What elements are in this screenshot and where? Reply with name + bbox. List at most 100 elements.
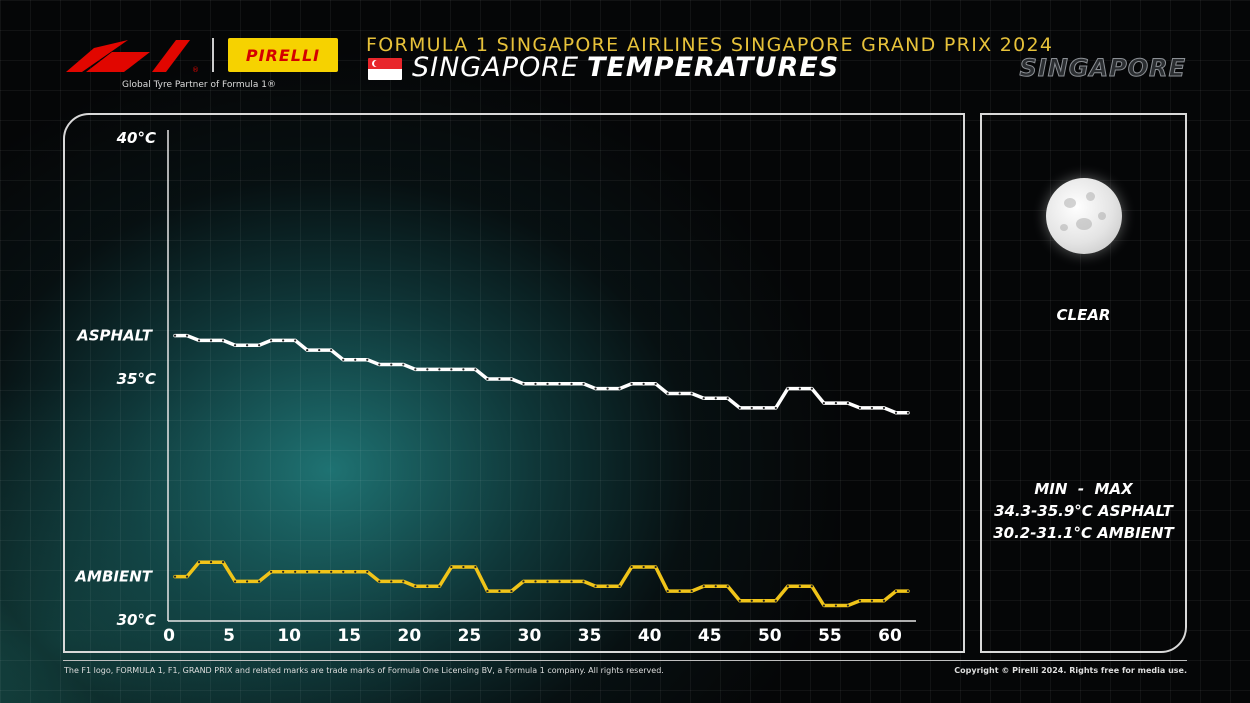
ambient-point	[654, 565, 657, 569]
asphalt-point	[618, 387, 621, 390]
asphalt-point	[762, 406, 765, 410]
x-tick-label: 55	[818, 626, 842, 646]
ambient-point	[582, 580, 585, 583]
asphalt-point	[221, 339, 225, 342]
ambient-point	[822, 604, 825, 607]
ambient-point	[882, 599, 886, 602]
asphalt-point	[486, 377, 489, 381]
ambient-point	[534, 580, 537, 583]
ambient-point	[546, 580, 549, 583]
footer-divider	[63, 660, 1187, 661]
ambient-point	[642, 565, 645, 569]
ambient-point	[678, 589, 681, 593]
ambient-point	[233, 580, 237, 583]
ambient-point	[726, 585, 729, 588]
asphalt-point	[258, 344, 261, 347]
ambient-point	[474, 565, 477, 569]
ambient-point	[245, 580, 249, 583]
x-tick-label: 40	[638, 626, 662, 646]
asphalt-point	[906, 411, 910, 414]
asphalt-point	[462, 368, 465, 371]
ambient-point	[774, 599, 777, 602]
ambient-point	[738, 599, 741, 602]
logo-separator	[212, 38, 214, 72]
asphalt-point	[594, 387, 597, 390]
min-max-header: MIN - MAX	[1034, 480, 1133, 498]
ambient-point	[690, 589, 693, 593]
ambient-point	[318, 570, 321, 573]
asphalt-point	[774, 406, 777, 410]
asphalt-range: 34.3-35.9°C ASPHALT	[994, 502, 1173, 520]
x-tick-label: 10	[277, 626, 301, 646]
ambient-point	[798, 585, 801, 588]
svg-text:®: ®	[192, 66, 199, 74]
asphalt-point	[582, 382, 585, 385]
ambient-point	[306, 570, 309, 573]
ambient-point	[786, 585, 789, 588]
x-tick-label: 20	[397, 626, 421, 646]
ambient-point	[834, 604, 838, 607]
x-tick-label: 30	[518, 626, 542, 646]
asphalt-point	[185, 334, 189, 337]
asphalt-point	[798, 387, 801, 390]
ambient-point	[426, 585, 429, 588]
ambient-series-label: AMBIENT	[74, 568, 153, 586]
asphalt-point	[270, 339, 273, 342]
ambient-point	[378, 580, 381, 583]
ambient-point	[450, 565, 453, 569]
ambient-range: 30.2-31.1°C AMBIENT	[993, 524, 1174, 542]
ambient-point	[870, 599, 874, 602]
ambient-point	[858, 599, 862, 602]
ambient-point	[714, 585, 717, 588]
asphalt-point	[390, 363, 393, 366]
ambient-point	[762, 599, 765, 602]
chart-panel	[63, 113, 965, 653]
ambient-point	[270, 570, 273, 573]
ambient-point	[402, 580, 405, 583]
ambient-point	[294, 570, 297, 573]
ambient-point	[618, 585, 621, 588]
asphalt-point	[450, 368, 453, 371]
asphalt-point	[282, 339, 285, 342]
asphalt-series-line	[173, 333, 910, 415]
ambient-point	[197, 561, 201, 564]
asphalt-point	[714, 397, 717, 400]
ambient-point	[342, 570, 345, 573]
footer-copyright: Copyright © Pirelli 2024. Rights free fo…	[954, 666, 1187, 675]
ambient-point	[522, 580, 525, 583]
page-title-location: SINGAPORE	[412, 52, 580, 83]
ambient-point	[438, 585, 441, 588]
asphalt-point	[426, 368, 429, 371]
asphalt-point	[846, 402, 850, 405]
ambient-point	[462, 565, 465, 569]
ambient-point	[390, 580, 393, 583]
asphalt-point	[197, 339, 201, 342]
asphalt-point	[318, 348, 321, 352]
asphalt-point	[534, 382, 537, 385]
ambient-point	[330, 570, 333, 573]
x-tick-label: 25	[458, 626, 482, 646]
ambient-point	[510, 589, 513, 593]
ambient-point	[366, 570, 369, 573]
asphalt-point	[330, 348, 333, 352]
asphalt-point	[294, 339, 297, 342]
asphalt-point	[402, 363, 405, 366]
asphalt-point	[630, 382, 633, 385]
y-tick-label: 30°C	[117, 611, 156, 629]
asphalt-point	[173, 334, 177, 337]
asphalt-point	[738, 406, 741, 410]
asphalt-point	[870, 406, 874, 410]
asphalt-point	[750, 406, 753, 410]
asphalt-point	[702, 397, 705, 400]
partner-text: Global Tyre Partner of Formula 1®	[122, 80, 276, 90]
asphalt-point	[642, 382, 645, 385]
asphalt-point	[894, 411, 898, 414]
asphalt-point	[342, 358, 345, 361]
ambient-point	[810, 585, 813, 588]
asphalt-point	[438, 368, 441, 371]
asphalt-point	[306, 348, 309, 352]
x-tick-label: 5	[223, 626, 235, 646]
y-tick-label: 35°C	[117, 370, 156, 388]
ambient-point	[558, 580, 561, 583]
